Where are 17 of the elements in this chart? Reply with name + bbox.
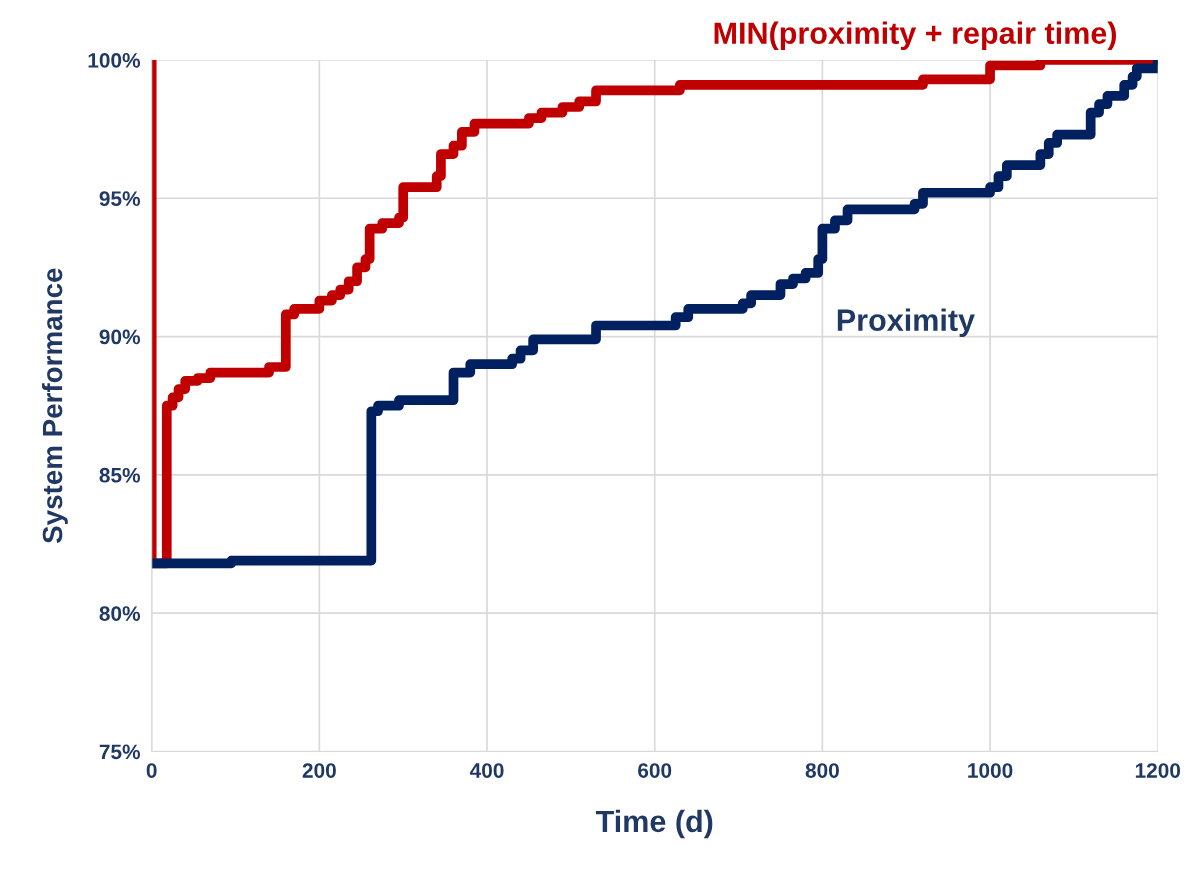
x-tick-label: 1000 [968, 763, 1013, 778]
y-tick-label: 100% [88, 52, 141, 68]
y-tick-label: 75% [99, 744, 141, 760]
x-tick-label: 400 [469, 763, 504, 778]
y-tick-label: 90% [99, 329, 141, 345]
y-axis-title: System Performance [41, 268, 68, 544]
x-tick-label: 0 [146, 763, 157, 778]
x-tick-label: 600 [638, 763, 672, 778]
x-tick-label: 200 [302, 763, 336, 778]
series-label: MIN(proximity + repair time) [714, 21, 1116, 51]
y-tick-label: 80% [99, 606, 141, 621]
y-tick-label: 95% [99, 191, 141, 207]
x-tick-label: 800 [805, 763, 839, 778]
y-tick-label: 85% [99, 467, 141, 483]
x-axis-title: Time (d) [595, 809, 713, 839]
series-label: Proximity [837, 308, 975, 337]
x-tick-label: 1200 [1135, 763, 1181, 778]
